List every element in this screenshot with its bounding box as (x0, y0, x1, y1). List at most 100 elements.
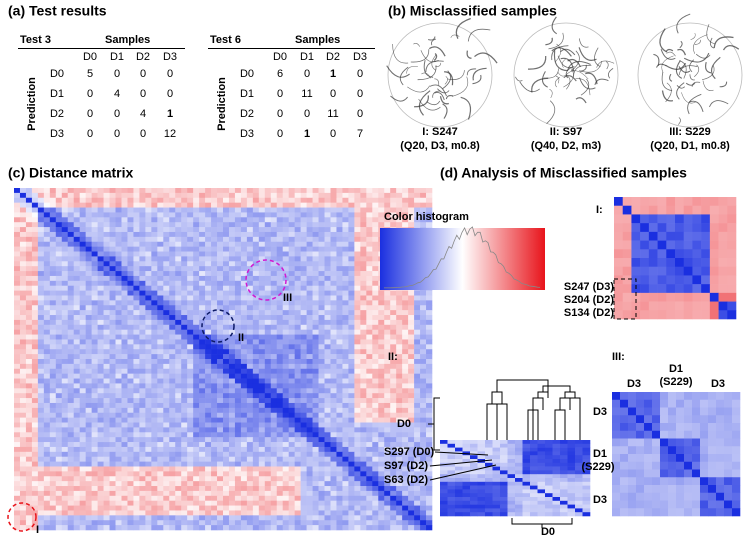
matrix-cell (85, 359, 92, 365)
matrix-cell (31, 486, 39, 492)
matrix-cell (360, 310, 367, 316)
matrix-cell (396, 515, 403, 521)
matrix-cell (228, 256, 236, 262)
matrix-cell (157, 466, 164, 472)
matrix-cell (109, 456, 116, 462)
matrix-cell (199, 241, 206, 247)
matrix-cell (211, 275, 218, 282)
matrix-cell (342, 266, 349, 272)
matrix-cell (408, 437, 415, 443)
matrix-cell (97, 393, 104, 399)
matrix-cell (366, 236, 373, 243)
matrix-cell (37, 256, 45, 262)
matrix-cell (151, 227, 158, 233)
matrix-cell (306, 393, 313, 399)
matrix-cell (169, 339, 176, 345)
matrix-cell (426, 500, 433, 506)
matrix-cell (97, 378, 104, 384)
matrix-cell (276, 456, 284, 462)
matrix-cell (43, 197, 51, 203)
matrix-cell (240, 359, 248, 365)
matrix-cell (175, 378, 182, 384)
matrix-cell (372, 495, 379, 501)
matrix-cell (211, 207, 218, 213)
matrix-cell (151, 334, 158, 340)
matrix-cell (223, 188, 230, 194)
matrix-cell (61, 300, 69, 306)
matrix-cell (306, 329, 313, 335)
matrix-cell (67, 520, 75, 526)
matrix-cell (205, 476, 212, 482)
matrix-cell (300, 442, 307, 448)
matrix-cell (109, 417, 116, 423)
matrix-cell (211, 461, 218, 467)
matrix-cell (127, 490, 134, 497)
matrix-cell (336, 231, 343, 238)
matrix-cell (270, 510, 278, 516)
matrix-cell (258, 422, 266, 428)
matrix-cell (300, 266, 307, 272)
matrix-cell (390, 393, 397, 399)
matrix-cell (396, 442, 403, 448)
matrix-cell (73, 188, 80, 194)
matrix-cell (61, 261, 69, 267)
matrix-cell (217, 363, 224, 370)
matrix-cell (31, 393, 39, 399)
matrix-cell (103, 515, 110, 521)
matrix-cell (193, 349, 200, 355)
matrix-cell (175, 354, 182, 360)
matrix-cell (31, 505, 39, 511)
matrix-cell (234, 442, 242, 448)
matrix-cell (157, 481, 164, 487)
matrix-cell (223, 271, 230, 277)
matrix-cell (61, 315, 69, 321)
matrix-cell (55, 217, 63, 223)
matrix-cell (175, 227, 182, 233)
matrix-cell (199, 236, 206, 243)
matrix-cell (390, 505, 397, 511)
matrix-cell (366, 222, 373, 228)
matrix-cell (414, 490, 421, 497)
matrix-cell (181, 461, 188, 467)
matrix-cell (252, 241, 260, 247)
matrix-cell (223, 476, 230, 482)
matrix-cell (121, 373, 128, 379)
matrix-cell (145, 486, 152, 492)
matrix-cell (223, 515, 230, 521)
matrix-cell (139, 437, 146, 443)
matrix-cell (378, 407, 385, 414)
matrix-cell (246, 500, 254, 506)
matrix-cell (157, 271, 164, 277)
matrix-cell (270, 349, 278, 355)
matrix-cell (115, 280, 122, 287)
matrix-cell (330, 442, 337, 448)
matrix-cell (372, 344, 379, 350)
matrix-cell (109, 407, 116, 414)
matrix-cell (360, 349, 367, 355)
matrix-cell (139, 368, 146, 374)
matrix-cell (19, 271, 27, 277)
matrix-cell (396, 471, 403, 477)
matrix-cell (324, 280, 331, 287)
matrix-cell (217, 227, 224, 233)
matrix-cell (31, 417, 39, 423)
matrix-cell (211, 334, 218, 340)
matrix-cell (420, 334, 427, 340)
matrix-cell (193, 446, 200, 453)
matrix-cell (396, 368, 403, 374)
matrix-cell (73, 412, 80, 418)
matrix-cell (288, 241, 295, 247)
matrix-cell (342, 315, 349, 321)
matrix-cell (402, 446, 409, 453)
matrix-cell (348, 241, 355, 247)
matrix-cell (67, 486, 75, 492)
matrix-cell (366, 476, 373, 482)
matrix-cell (127, 388, 134, 394)
matrix-cell (109, 520, 116, 526)
matrix-cell (264, 422, 272, 428)
matrix-cell (420, 368, 427, 374)
matrix-cell (402, 481, 409, 487)
matrix-cell (49, 334, 57, 340)
matrix-cell (139, 422, 146, 428)
matrix-cell (67, 446, 75, 453)
